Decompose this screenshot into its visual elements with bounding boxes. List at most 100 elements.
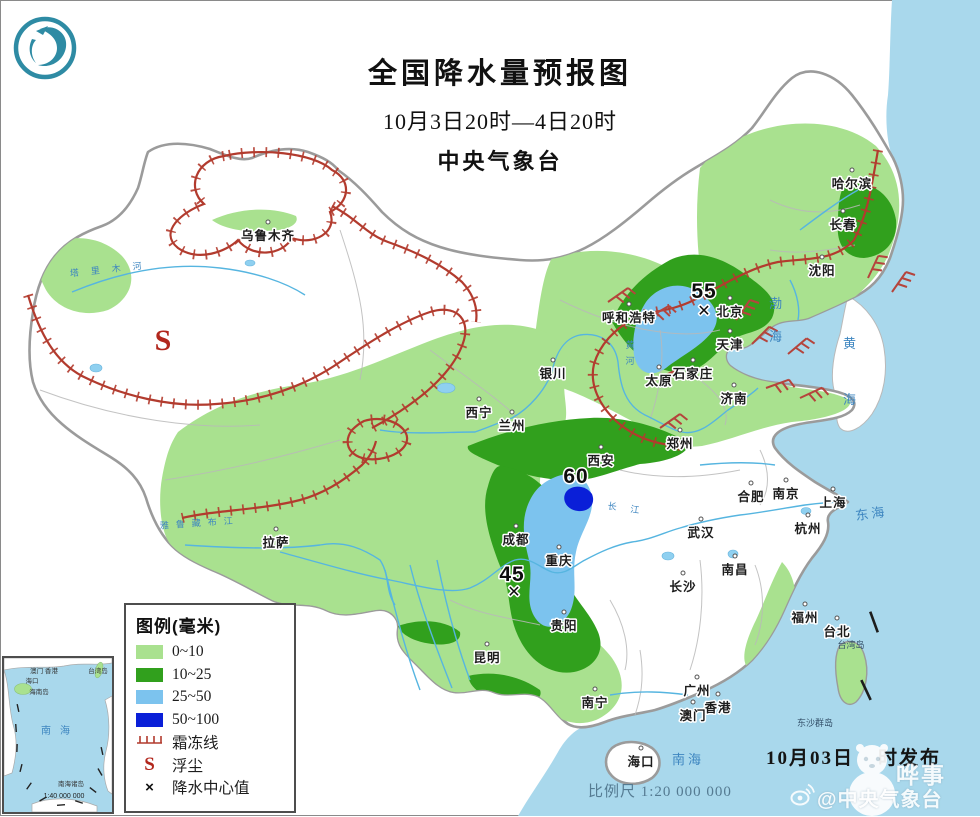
city-label: 上海 xyxy=(819,495,846,510)
city-dot xyxy=(784,478,788,482)
city-label: 沈阳 xyxy=(808,263,835,278)
city-label: 台北 xyxy=(823,624,850,639)
city-dot xyxy=(639,746,643,750)
city-dot xyxy=(599,445,603,449)
city-label: 乌鲁木齐 xyxy=(241,228,295,243)
city-dot xyxy=(806,513,810,517)
legend-swatch xyxy=(136,645,163,659)
city-label: 西宁 xyxy=(465,405,492,420)
weibo-icon xyxy=(790,783,816,807)
city-label: 北京 xyxy=(716,304,743,319)
watermark-account: @中央气象台 xyxy=(817,783,943,812)
dust-symbol: S xyxy=(155,324,172,357)
legend-row-25~50: 25~50 xyxy=(136,686,286,709)
city-dot xyxy=(831,487,835,491)
inset-label: 海南岛 xyxy=(29,687,49,696)
frost-line-icon xyxy=(136,733,163,751)
city-label: 福州 xyxy=(790,610,818,625)
inset-label: 澳门 香港 xyxy=(30,666,58,675)
city-dot xyxy=(749,481,753,485)
dust-label: 浮尘 xyxy=(172,754,203,776)
city-dot xyxy=(562,610,566,614)
dust-symbol-icon: S xyxy=(136,754,163,776)
legend-swatch xyxy=(136,690,163,704)
title-block: 全国降水量预报图 10月3日20时—4日20时 中央气象台 xyxy=(290,50,710,176)
city-label: 昆明 xyxy=(473,650,500,665)
city-dot xyxy=(551,358,555,362)
cma-logo xyxy=(10,13,80,83)
city-label: 澳门 xyxy=(679,708,706,723)
legend-row-dust: S 浮尘 xyxy=(136,754,286,777)
city-dot xyxy=(803,602,807,606)
city-label: 石家庄 xyxy=(672,366,714,381)
inset-label: 1:40 000 000 xyxy=(44,793,85,800)
city-label: 济南 xyxy=(720,391,747,406)
map-scale: 比例尺 1:20 000 000 xyxy=(588,780,732,801)
city-dot xyxy=(841,209,845,213)
city-dot xyxy=(732,383,736,387)
inset-label: 南海诸岛 xyxy=(58,779,84,788)
legend-row-10~25: 10~25 xyxy=(136,664,286,687)
city-label: 贵阳 xyxy=(550,618,577,633)
city-label: 南京 xyxy=(772,486,799,501)
center-label: 降水中心值 xyxy=(172,776,250,798)
city-dot xyxy=(681,571,685,575)
nine-dash-segment xyxy=(16,724,17,732)
city-dot xyxy=(716,692,720,696)
nine-dash-segment xyxy=(57,805,65,806)
city-label: 香港 xyxy=(703,700,731,715)
city-dot xyxy=(557,545,561,549)
island-label: 东沙群岛 xyxy=(797,717,833,728)
nine-dash-segment xyxy=(20,764,22,772)
sea-label: 南海 xyxy=(672,752,704,767)
city-label: 南宁 xyxy=(581,695,608,710)
city-dot xyxy=(627,302,631,306)
legend-range-label: 10~25 xyxy=(172,666,211,684)
city-label: 拉萨 xyxy=(262,535,289,550)
inset-label: 台湾岛 xyxy=(88,666,108,675)
city-label: 南昌 xyxy=(721,562,748,577)
city-dot xyxy=(835,616,839,620)
nine-dash-segment xyxy=(17,704,19,712)
city-dot xyxy=(728,296,732,300)
city-label: 郑州 xyxy=(666,436,693,451)
inset-label: 南海 xyxy=(41,724,79,737)
city-dot xyxy=(593,687,597,691)
legend-range-label: 50~100 xyxy=(172,711,219,729)
city-dot xyxy=(514,524,518,528)
page-title: 全国降水量预报图 xyxy=(290,50,710,92)
precip-center-marker: ✕ xyxy=(697,303,710,320)
city-label: 长沙 xyxy=(669,579,696,594)
city-dot xyxy=(728,329,732,333)
city-label: 海口 xyxy=(627,754,654,769)
city-dot xyxy=(691,358,695,362)
precip-center-marker: ✕ xyxy=(507,584,520,601)
city-label: 武汉 xyxy=(687,525,714,540)
legend-row-50~100: 50~100 xyxy=(136,709,286,732)
city-label: 重庆 xyxy=(545,553,572,568)
legend-range-label: 25~50 xyxy=(172,688,211,706)
city-dot xyxy=(657,365,661,369)
city-dot xyxy=(820,255,824,259)
nine-dash-segment xyxy=(101,747,103,755)
city-label: 成都 xyxy=(502,532,529,547)
city-label: 杭州 xyxy=(794,521,821,536)
city-label: 银川 xyxy=(539,366,566,381)
city-dot xyxy=(733,554,737,558)
center-symbol-icon: × xyxy=(136,779,163,796)
precip-center-value: 45 xyxy=(499,563,524,586)
island-label: 台湾岛 xyxy=(837,639,864,650)
city-label: 广州 xyxy=(683,683,710,698)
legend-swatch xyxy=(136,713,163,727)
city-dot xyxy=(850,168,854,172)
forecast-period: 10月3日20时—4日20时 xyxy=(290,104,710,136)
legend-range-label: 0~10 xyxy=(172,643,204,661)
city-label: 长春 xyxy=(829,217,856,232)
city-dot xyxy=(274,527,278,531)
city-dot xyxy=(477,397,481,401)
city-label: 合肥 xyxy=(737,489,764,504)
nine-dash-segment xyxy=(90,788,96,793)
